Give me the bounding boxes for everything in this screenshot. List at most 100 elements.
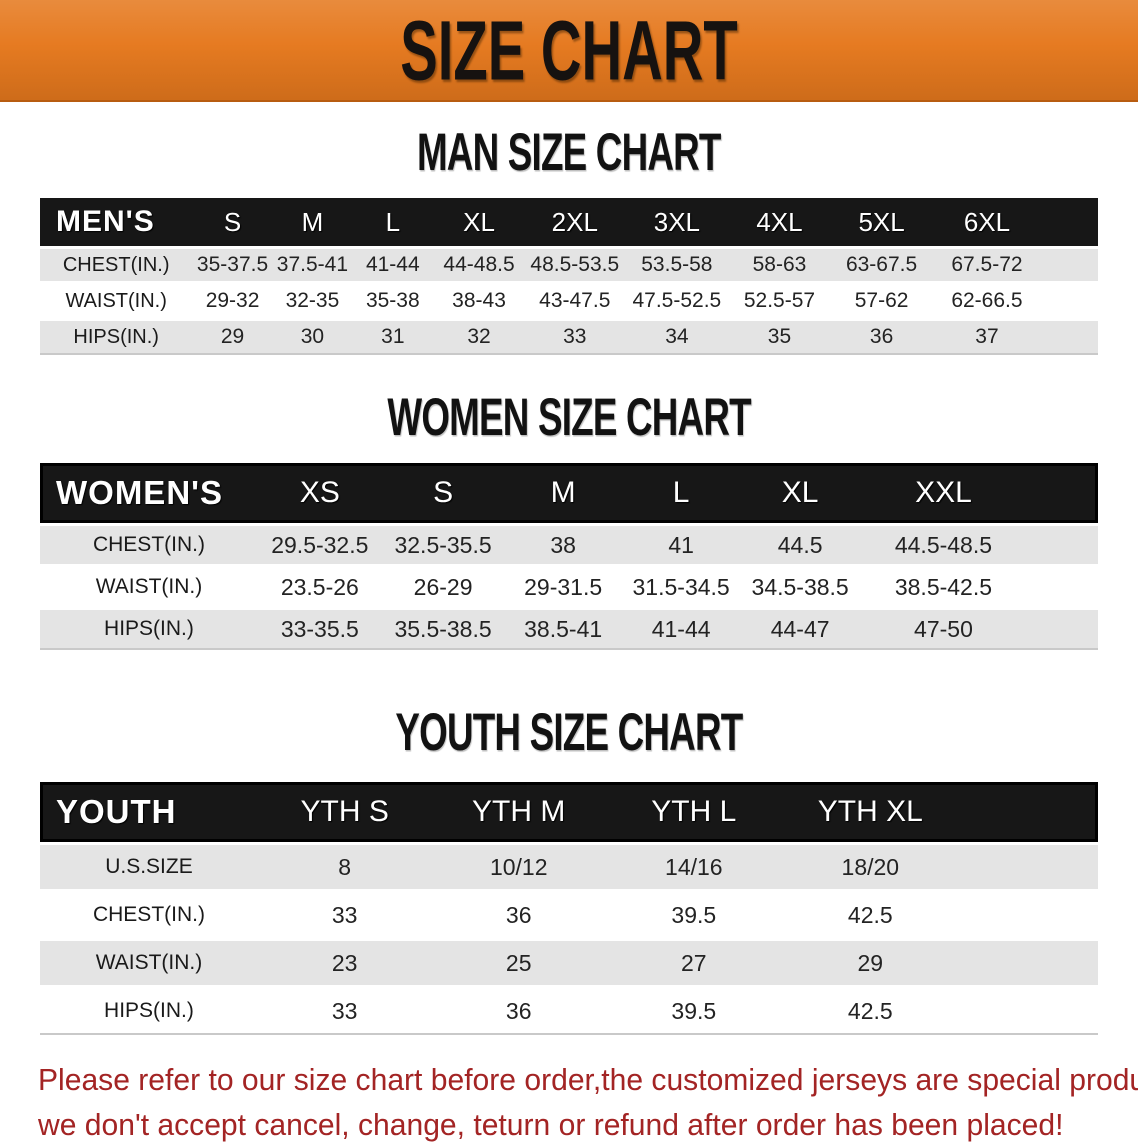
womens-table-cell: 32.5-35.5 [394, 531, 492, 558]
youth-size-column-header: YTH M [431, 782, 606, 844]
mens-table-cell: 32 [467, 325, 491, 348]
mens-size-column-header: 5XL [830, 198, 933, 248]
youth-row-label: U.S.SIZE [105, 855, 193, 878]
mens-size-column-header: 4XL [728, 198, 831, 248]
mens-table-cell: 29 [220, 325, 245, 348]
mens-table-cell: 33 [563, 325, 587, 348]
mens-table-cell: 36 [869, 325, 894, 348]
mens-table-cell: 58-63 [752, 253, 807, 276]
youth-group-label: YOUTH [40, 782, 258, 844]
womens-size-column-header: M [504, 463, 622, 525]
mens-table-row: CHEST(IN.) 35-37.5 37.5-41 41-44 44-48.5 48.5… [40, 247, 1098, 283]
mens-size-table: MEN'S S M L XL 2XL 3XL 4XL 5XL 6XL CHEST(IN.) 35-37… [40, 198, 1098, 355]
womens-table-cell: 29.5-32.5 [271, 531, 369, 558]
mens-table-cell: 43-47.5 [539, 289, 611, 312]
womens-row-label: CHEST(IN.) [92, 533, 205, 556]
womens-table-cell: 47-50 [914, 615, 973, 642]
mens-table-cell: 47.5-52.5 [632, 289, 722, 312]
mens-table-cell: 35-38 [365, 289, 420, 312]
mens-row-label: CHEST(IN.) [62, 253, 170, 276]
youth-size-table: YOUTH YTH S YTH M YTH L YTH XL U.S.SIZE 8 10/12… [40, 782, 1098, 1035]
womens-table-cell: 38.5-41 [524, 615, 603, 642]
mens-size-column-header: L [352, 198, 434, 248]
mens-table-cell: 31 [381, 325, 405, 348]
youth-table-row: U.S.SIZE 8 10/12 14/16 18/20 [40, 843, 1098, 891]
mens-table-cell: 37.5-41 [276, 253, 349, 276]
youth-row-label: CHEST(IN.) [92, 903, 205, 926]
youth-table-row: CHEST(IN.) 33 36 39.5 42.5 [40, 891, 1098, 939]
mens-table-cell: 30 [300, 325, 325, 348]
womens-table-cell: 38.5-42.5 [894, 573, 993, 600]
youth-table-cell: 23 [331, 949, 358, 976]
youth-table-cell: 36 [505, 997, 532, 1024]
size-chart-sections: MAN SIZE CHART MEN'S S M L XL 2XL 3XL 4XL 5XL 6XL C… [0, 122, 1138, 1035]
womens-chart-heading: WOMEN SIZE CHART [0, 387, 1138, 446]
youth-table-cell: 39.5 [671, 901, 717, 928]
mens-table-cell: 41-44 [365, 253, 420, 276]
womens-table-cell: 31.5-34.5 [632, 573, 730, 600]
womens-table-row: CHEST(IN.) 29.5-32.5 32.5-35.5 38 41 44.5 44.5… [40, 524, 1098, 566]
disclaimer: Please refer to our size chart before or… [0, 1057, 1138, 1147]
womens-table-cell: 38 [550, 531, 576, 558]
mens-table-cell: 67.5-72 [951, 253, 1023, 276]
youth-table-cell: 33 [331, 997, 358, 1024]
mens-table-cell: 52.5-57 [743, 289, 816, 312]
youth-table-cell: 25 [505, 949, 532, 976]
womens-header-row: WOMEN'S XS S M L XL XXL [40, 463, 1098, 525]
mens-table-cell: 32-35 [285, 289, 340, 312]
mens-size-column-header: M [272, 198, 353, 248]
youth-table-cell: 10/12 [489, 853, 548, 880]
womens-size-column-header: S [381, 463, 505, 525]
womens-table-row: WAIST(IN.) 23.5-26 26-29 29-31.5 31.5-34.5 34… [40, 566, 1098, 608]
youth-chart-heading: YOUTH SIZE CHART [0, 702, 1138, 761]
mens-table-cell: 29-32 [205, 289, 260, 312]
mens-header-row: MEN'S S M L XL 2XL 3XL 4XL 5XL 6XL [40, 198, 1098, 248]
youth-table-cell: 33 [331, 901, 358, 928]
youth-table-cell: 42.5 [847, 901, 893, 928]
youth-table-cell: 18/20 [841, 853, 900, 880]
womens-size-column-header: XS [257, 463, 382, 525]
mens-table-cell: 48.5-53.5 [530, 253, 620, 276]
mens-size-column-header: XL [433, 198, 525, 248]
womens-table-cell: 26-29 [413, 573, 473, 600]
youth-table-cell: 29 [857, 949, 884, 976]
mens-table-cell: 35 [767, 325, 792, 348]
youth-row-label: WAIST(IN.) [95, 951, 203, 974]
womens-table-cell: 29-31.5 [524, 573, 603, 600]
mens-table-cell: 35-37.5 [196, 253, 269, 276]
womens-table-cell: 41-44 [651, 615, 711, 642]
mens-size-column-header: S [192, 198, 273, 248]
youth-row-label: HIPS(IN.) [104, 999, 194, 1022]
womens-size-column-header: XXL [859, 463, 1098, 525]
youth-size-column-header: YTH S [257, 782, 432, 844]
womens-table-cell: 34.5-38.5 [751, 573, 849, 600]
womens-table-cell: 33-35.5 [280, 615, 359, 642]
mens-row-label: HIPS(IN.) [73, 325, 159, 348]
mens-table-row: WAIST(IN.) 29-32 32-35 35-38 38-43 43-47.5 47.… [40, 283, 1098, 319]
womens-table-cell: 35.5-38.5 [394, 615, 492, 642]
mens-table-cell: 44-48.5 [443, 253, 515, 276]
womens-group-label: WOMEN'S [40, 463, 258, 525]
mens-size-column-header: 2XL [524, 198, 626, 248]
mens-table-cell: 38-43 [452, 289, 506, 312]
mens-table-cell: 34 [665, 325, 689, 348]
womens-row-label: WAIST(IN.) [95, 575, 203, 598]
youth-table-cell: 36 [505, 901, 532, 928]
womens-size-column-header: XL [740, 463, 860, 525]
mens-row-label: WAIST(IN.) [65, 289, 167, 312]
mens-table-cell: 37 [975, 325, 999, 348]
youth-table-cell: 14/16 [665, 853, 723, 880]
mens-table-row: HIPS(IN.) 29 30 31 32 33 34 35 36 37 [40, 319, 1098, 354]
mens-table-cell: 63-67.5 [845, 253, 918, 276]
mens-size-column-header: 6XL [932, 198, 1098, 248]
youth-chart-heading-text: YOUTH SIZE CHART [395, 702, 743, 762]
banner: SIZE CHART [0, 0, 1138, 102]
mens-group-label: MEN'S [40, 198, 193, 248]
youth-table-cell: 39.5 [671, 997, 717, 1024]
womens-row-label: HIPS(IN.) [104, 617, 194, 640]
womens-chart-heading-text: WOMEN SIZE CHART [387, 387, 751, 447]
youth-size-column-header: YTH L [606, 782, 782, 844]
womens-table-cell: 41 [668, 531, 694, 558]
youth-table-cell: 42.5 [847, 997, 893, 1024]
